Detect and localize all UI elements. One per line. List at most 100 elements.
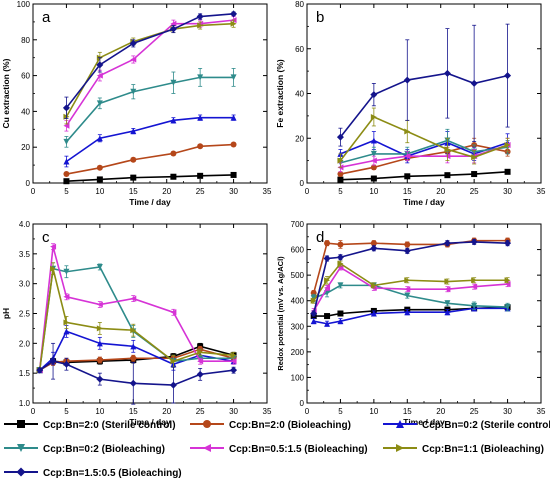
data-point [63,293,70,300]
legend-item: Ccp:Bn=0.5:1.5 (Bioleaching) [190,444,368,455]
data-point [196,370,204,378]
data-point [63,319,70,326]
series-line [65,76,234,143]
data-point [444,146,451,153]
data-point [324,320,331,327]
series-line [65,19,234,127]
series-line [340,171,508,181]
data-point [130,56,137,63]
data-point [337,282,344,289]
data-point [471,283,478,290]
x-tick-label: 30 [229,407,238,416]
data-point [370,150,377,157]
data-point [504,141,511,148]
y-tick-label: 0 [26,179,31,188]
data-point [96,135,103,142]
legend-item: Ccp:Bn=0:2 (Bioleaching) [4,444,165,455]
y-tick-label: 0 [300,179,305,188]
y-tick-label: 0 [300,399,305,408]
legend-item: Ccp:Bn=2:0 (Bioleaching) [190,420,351,431]
data-point [504,304,511,311]
series-line [65,13,234,109]
data-point [96,164,103,171]
series-3 [337,128,511,168]
data-point [169,25,177,33]
legend-marker [17,444,25,452]
data-point [324,284,331,291]
data-point [337,157,344,164]
data-point [337,241,344,248]
data-point [63,328,70,335]
series-line [38,268,234,371]
data-point [504,239,512,247]
x-tick-label: 35 [263,407,272,416]
series-0 [337,168,511,183]
chart-panel-b: 0 5 10 15 20 25 30 35 0 20 40 60 80 Time / day Fe extr… [275,0,546,207]
series-line [312,241,508,314]
data-point [96,176,103,183]
y-tick-label: 200 [291,348,305,357]
data-point [471,154,478,161]
panel-letter: d [316,229,324,246]
data-point [443,239,451,247]
data-point [197,114,204,121]
series-line [340,144,508,175]
data-point [96,72,103,79]
data-point [403,76,411,84]
series-6 [36,342,238,405]
y-axis-label: Redox potential (mV vs. Ag/ACl) [276,256,285,371]
data-point [230,358,237,365]
series-line [66,143,234,175]
legend-label: Ccp:Bn=1:1 (Bioleaching) [422,444,544,455]
data-point [404,173,411,180]
y-axis-label: Fe extraction (%) [275,59,285,128]
data-point [444,278,451,285]
legend-item: Ccp:Bn=1:1 (Bioleaching) [383,444,544,455]
x-tick-label: 10 [95,407,104,416]
data-point [230,352,237,359]
series-0 [63,171,237,185]
data-point [197,349,204,356]
x-tick-label: 25 [470,187,479,196]
series-4 [63,16,237,132]
x-tick-label: 5 [64,407,69,416]
data-point [370,240,377,247]
data-point [230,114,237,121]
x-tick-label: 30 [503,187,512,196]
series-line [66,174,234,183]
x-tick-label: 10 [95,187,104,196]
data-point [471,171,478,178]
data-point [471,302,478,309]
data-point [404,309,411,316]
y-tick-label: 2.5 [19,310,31,319]
y-tick-label: 60 [295,45,304,54]
series-line [339,116,508,162]
data-point [336,253,344,261]
x-tick-label: 10 [369,407,378,416]
data-point [324,277,331,284]
y-tick-label: 2.0 [19,339,31,348]
data-point [370,137,377,144]
legend-marker [396,444,404,452]
x-tick-label: 0 [305,407,310,416]
data-point [62,360,70,368]
panel-letter: c [42,229,50,246]
data-point [370,310,377,317]
y-tick-label: 500 [291,271,305,280]
data-point [129,39,137,47]
x-axis-label: Time / day [403,197,445,207]
series-6 [310,238,512,317]
series-line [65,22,234,118]
y-tick-label: 80 [295,0,304,9]
y-tick-label: 40 [295,90,304,99]
data-point [50,243,57,250]
data-point [169,381,177,389]
data-point [170,173,177,180]
data-point [230,74,237,81]
data-point [170,309,177,316]
x-tick-label: 20 [436,407,445,416]
data-point [370,175,377,182]
data-point [130,295,137,302]
series-2 [63,114,237,168]
data-point [444,286,451,293]
